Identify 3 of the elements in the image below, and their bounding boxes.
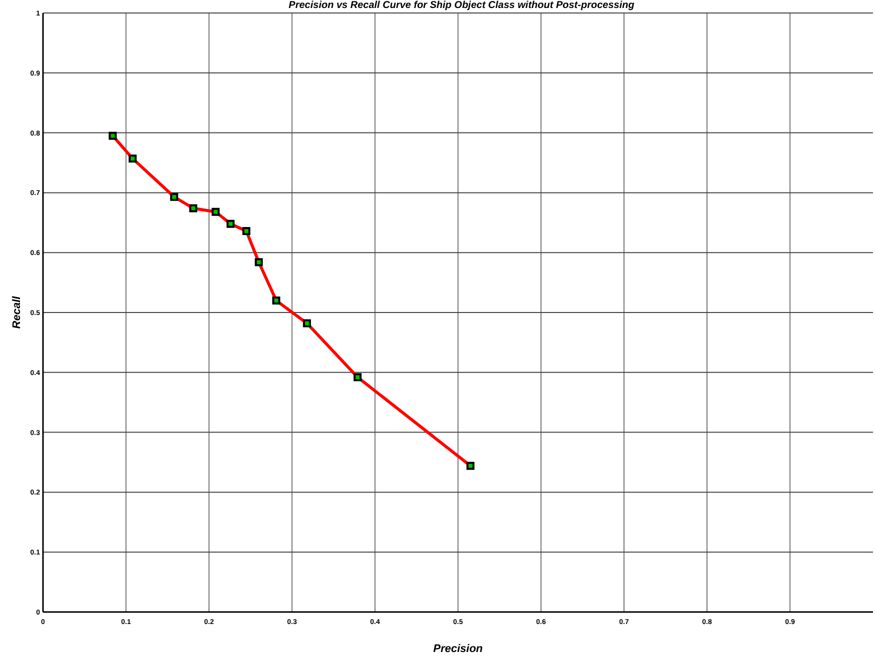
- y-axis-title: Recall: [11, 295, 23, 329]
- chart-title: Precision vs Recall Curve for Ship Object Class without Post-processing: [288, 0, 634, 11]
- x-axis-title: Precision: [433, 643, 484, 655]
